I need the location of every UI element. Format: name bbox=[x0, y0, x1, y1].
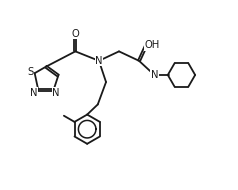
Text: N: N bbox=[30, 88, 38, 98]
Text: N: N bbox=[52, 88, 60, 98]
Text: N: N bbox=[151, 70, 158, 80]
Text: OH: OH bbox=[144, 40, 160, 50]
Text: S: S bbox=[27, 67, 34, 77]
Text: O: O bbox=[71, 29, 79, 39]
Text: N: N bbox=[95, 56, 103, 66]
